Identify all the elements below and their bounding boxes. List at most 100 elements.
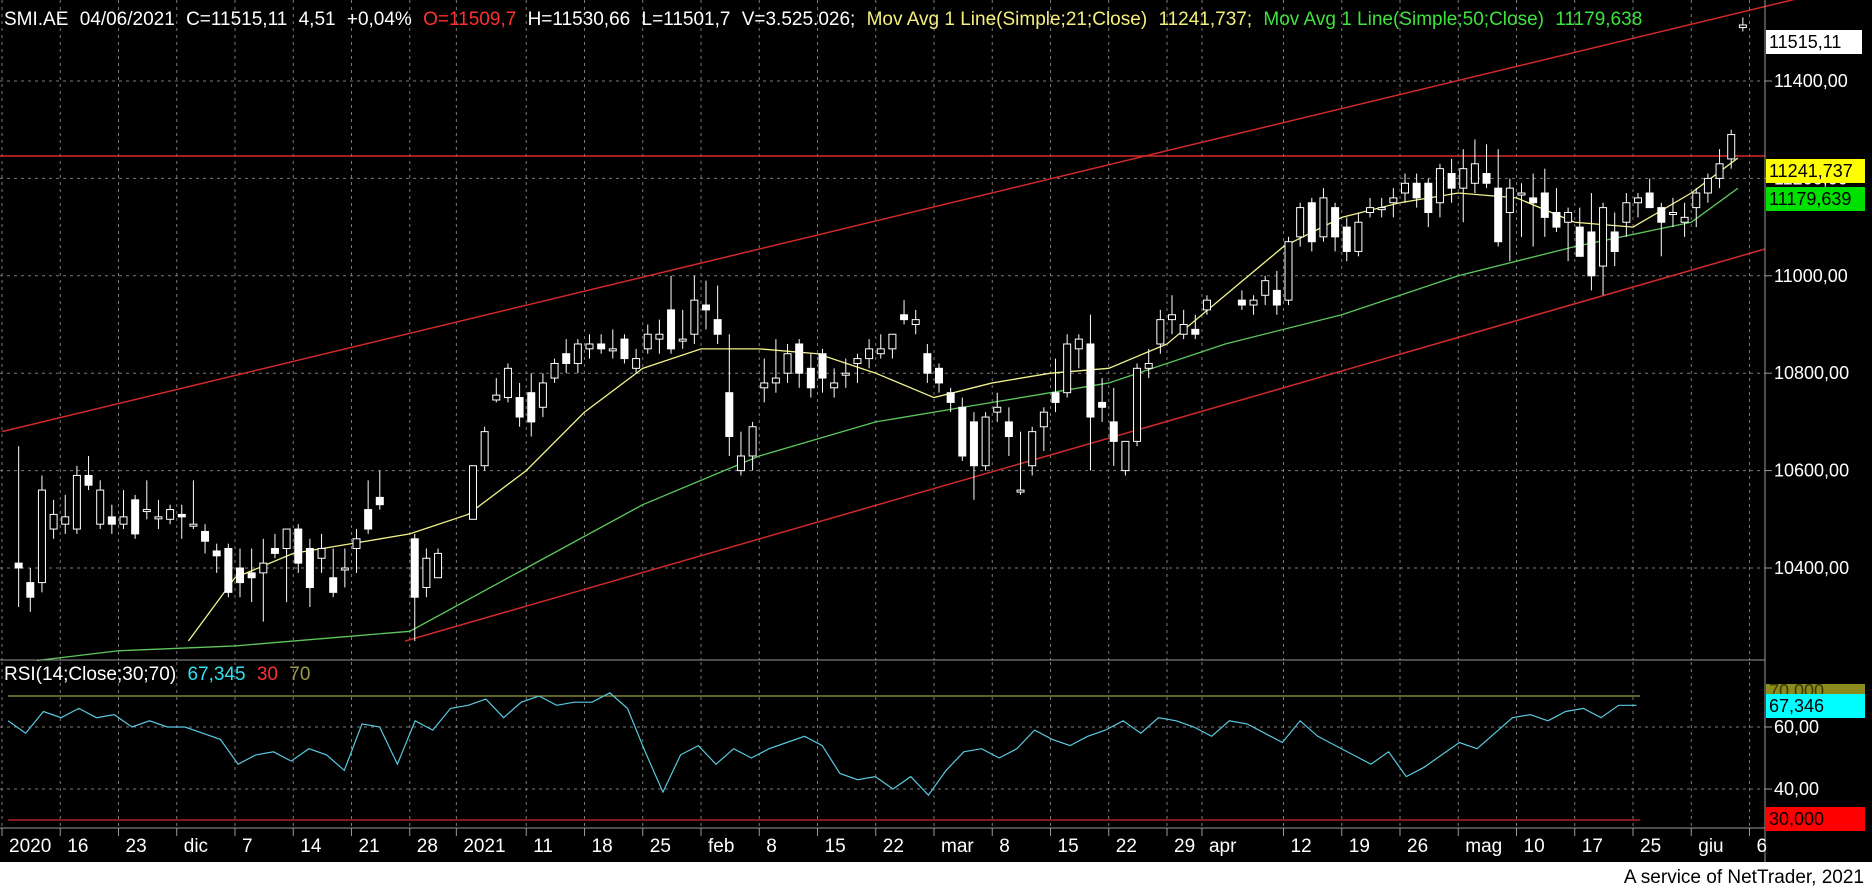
candle[interactable] xyxy=(725,334,734,456)
candle[interactable] xyxy=(1098,378,1107,422)
candle[interactable] xyxy=(702,280,710,330)
candle[interactable] xyxy=(177,504,186,539)
candle[interactable] xyxy=(865,339,874,369)
candle[interactable] xyxy=(667,275,676,354)
candle[interactable] xyxy=(1389,188,1398,218)
candle[interactable] xyxy=(1004,407,1013,456)
candle[interactable] xyxy=(1540,168,1549,237)
candle[interactable] xyxy=(1156,309,1165,354)
candle[interactable] xyxy=(224,543,233,598)
candle[interactable] xyxy=(632,348,641,374)
candle[interactable] xyxy=(37,475,46,593)
candle[interactable] xyxy=(795,339,804,388)
rsi-line[interactable] xyxy=(7,692,1637,797)
candle[interactable] xyxy=(480,426,489,471)
candle[interactable] xyxy=(783,343,792,383)
candle[interactable] xyxy=(1412,173,1421,208)
channel-lower-line[interactable] xyxy=(404,248,1766,642)
candle[interactable] xyxy=(96,480,105,530)
candle[interactable] xyxy=(1121,440,1130,476)
candle[interactable] xyxy=(1191,314,1200,340)
candle[interactable] xyxy=(317,533,326,573)
candle[interactable] xyxy=(492,378,501,403)
candle[interactable] xyxy=(1575,207,1584,257)
candle[interactable] xyxy=(1016,431,1025,495)
candle[interactable] xyxy=(1284,236,1293,306)
candle[interactable] xyxy=(1168,295,1176,335)
candle[interactable] xyxy=(61,494,70,534)
ma21-line[interactable] xyxy=(187,157,1739,642)
candle[interactable] xyxy=(1179,309,1188,340)
candle[interactable] xyxy=(969,412,978,500)
candle[interactable] xyxy=(515,382,524,427)
candle[interactable] xyxy=(1109,387,1118,466)
candle[interactable] xyxy=(713,285,722,344)
candle[interactable] xyxy=(1028,426,1037,476)
candle[interactable] xyxy=(643,324,652,354)
candle[interactable] xyxy=(1435,163,1444,218)
candle[interactable] xyxy=(538,373,547,418)
candle[interactable] xyxy=(1470,139,1479,194)
candle[interactable] xyxy=(830,368,839,398)
candle[interactable] xyxy=(1680,202,1689,237)
candle[interactable] xyxy=(573,339,582,374)
candle[interactable] xyxy=(1587,193,1596,291)
candle[interactable] xyxy=(608,329,617,359)
candle[interactable] xyxy=(1086,314,1095,471)
candle[interactable] xyxy=(1692,188,1701,228)
candle[interactable] xyxy=(1342,217,1351,262)
candle[interactable] xyxy=(1459,149,1468,223)
candle[interactable] xyxy=(900,300,909,325)
candle[interactable] xyxy=(212,543,221,573)
candle[interactable] xyxy=(1237,290,1246,310)
candle[interactable] xyxy=(853,353,862,383)
candle[interactable] xyxy=(1552,188,1561,232)
candle[interactable] xyxy=(1715,149,1724,189)
candle[interactable] xyxy=(597,334,606,354)
candle[interactable] xyxy=(1133,363,1142,447)
candle[interactable] xyxy=(14,446,23,607)
candle[interactable] xyxy=(1424,178,1433,228)
candle[interactable] xyxy=(236,548,244,598)
candle[interactable] xyxy=(935,363,943,393)
candle[interactable] xyxy=(201,524,210,554)
candle[interactable] xyxy=(189,480,198,530)
candle[interactable] xyxy=(1296,202,1305,247)
candle[interactable] xyxy=(1051,358,1060,413)
candle[interactable] xyxy=(1144,348,1153,379)
candle[interactable] xyxy=(1354,212,1363,257)
candle[interactable] xyxy=(434,548,443,579)
candle[interactable] xyxy=(562,339,571,374)
candle[interactable] xyxy=(655,319,664,354)
candle[interactable] xyxy=(84,455,93,491)
candles[interactable] xyxy=(14,17,1747,642)
candle[interactable] xyxy=(107,504,116,534)
candle[interactable] xyxy=(270,533,279,559)
candle[interactable] xyxy=(550,358,559,383)
candle[interactable] xyxy=(305,538,314,607)
candle[interactable] xyxy=(1634,193,1642,218)
ma50-line[interactable] xyxy=(36,187,1739,662)
candle[interactable] xyxy=(1366,197,1375,218)
candle[interactable] xyxy=(888,333,897,359)
candle[interactable] xyxy=(527,373,536,437)
candle[interactable] xyxy=(1202,295,1211,315)
candle[interactable] xyxy=(736,431,745,476)
candle[interactable] xyxy=(946,387,955,413)
candle[interactable] xyxy=(1505,178,1514,262)
candle[interactable] xyxy=(993,392,1002,422)
candle[interactable] xyxy=(981,412,990,471)
candle[interactable] xyxy=(131,494,140,539)
candle[interactable] xyxy=(1703,173,1712,203)
candle[interactable] xyxy=(876,334,885,359)
candle[interactable] xyxy=(1482,144,1491,189)
candle[interactable] xyxy=(923,343,932,383)
candle[interactable] xyxy=(469,465,477,520)
candle[interactable] xyxy=(841,358,850,388)
candle[interactable] xyxy=(1657,202,1666,257)
candle[interactable] xyxy=(1529,173,1538,247)
channel-upper-line[interactable] xyxy=(1,0,1840,433)
candle[interactable] xyxy=(958,397,967,461)
candle[interactable] xyxy=(1494,149,1503,247)
